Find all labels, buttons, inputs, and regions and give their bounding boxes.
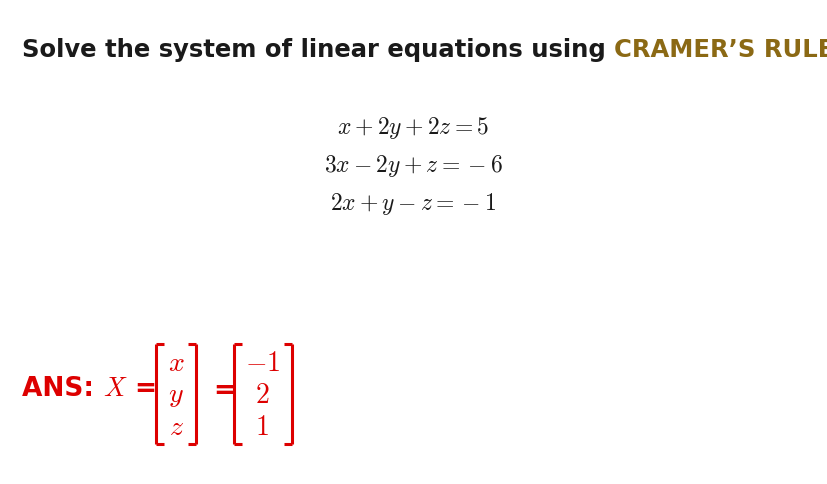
- Text: $x + 2y + 2z = 5$: $x + 2y + 2z = 5$: [337, 115, 490, 141]
- Text: $-1$: $-1$: [245, 348, 280, 376]
- Text: =: =: [213, 377, 235, 403]
- Text: Solve the system of linear equations using: Solve the system of linear equations usi…: [22, 38, 614, 62]
- Text: $y$: $y$: [169, 380, 184, 408]
- Text: $3x - 2y + z = -6$: $3x - 2y + z = -6$: [324, 152, 503, 179]
- Text: CRAMER’S RULE.: CRAMER’S RULE.: [614, 38, 827, 62]
- Text: ANS:: ANS:: [0, 483, 1, 484]
- Text: $X$ =: $X$ =: [103, 375, 158, 401]
- Text: $2$: $2$: [255, 380, 270, 408]
- Text: $z$: $z$: [169, 412, 184, 440]
- Text: $x$: $x$: [168, 348, 184, 376]
- Text: ANS:: ANS:: [22, 375, 103, 401]
- Text: $1$: $1$: [256, 412, 269, 440]
- Text: $2x + y - z = -1$: $2x + y - z = -1$: [330, 191, 497, 216]
